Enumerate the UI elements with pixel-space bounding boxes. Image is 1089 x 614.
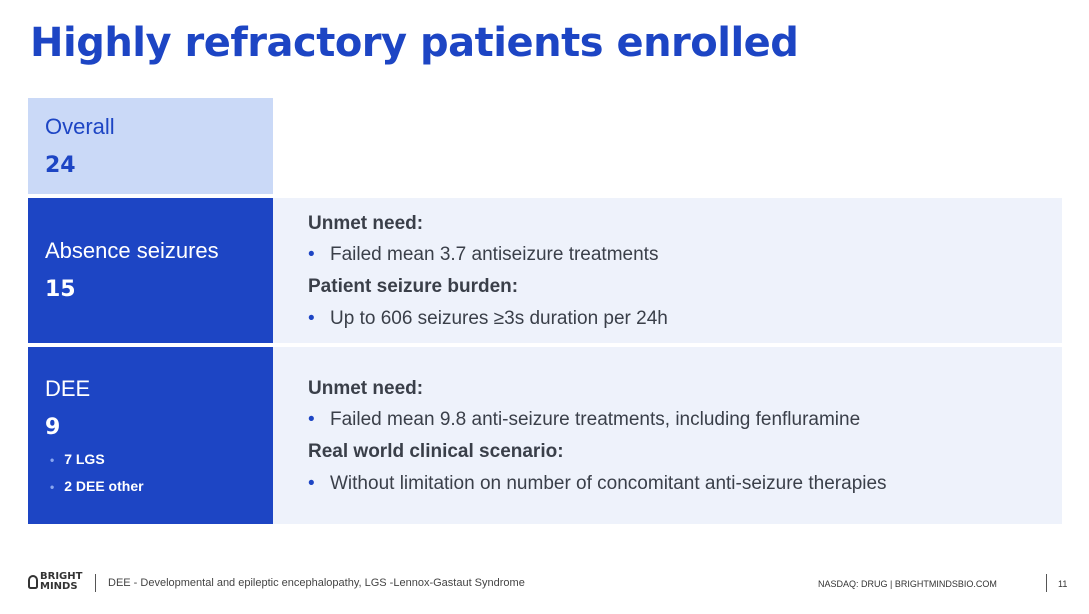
dee-sub-list: • 7 LGS • 2 DEE other xyxy=(50,449,144,503)
list-item: • 7 LGS xyxy=(50,451,105,467)
dee-details: Unmet need: • Failed mean 9.8 anti-seizur… xyxy=(273,347,1062,524)
dee-unmet-bullet: • Failed mean 9.8 anti-seizure treatments… xyxy=(308,409,860,431)
absence-label: Absence seizures xyxy=(45,238,219,263)
list-item: • 2 DEE other xyxy=(50,478,144,494)
bullet-icon: • xyxy=(308,308,315,329)
absence-unmet-bullet: • Failed mean 3.7 antiseizure treatments xyxy=(308,244,658,266)
bullet-icon: • xyxy=(50,453,55,467)
overall-label: Overall xyxy=(45,114,115,139)
dee-scenario-heading: Real world clinical scenario: xyxy=(308,441,564,462)
dee-count: 9 xyxy=(45,415,61,440)
absence-burden-text: Up to 606 seizures ≥3s duration per 24h xyxy=(330,308,668,329)
page-number: 11 xyxy=(1058,579,1068,589)
dee-scenario-bullet: • Without limitation on number of concomi… xyxy=(308,473,887,495)
absence-burden-bullet: • Up to 606 seizures ≥3s duration per 24h xyxy=(308,308,668,330)
absence-unmet-heading: Unmet need: xyxy=(308,213,424,234)
bullet-icon: • xyxy=(308,473,315,494)
bullet-icon: • xyxy=(308,244,315,265)
bullet-icon: • xyxy=(50,480,55,494)
dee-unmet-text: Failed mean 9.8 anti-seizure treatments,… xyxy=(330,409,861,430)
brightminds-logo: BRIGHT MINDS xyxy=(28,572,82,592)
footer-divider xyxy=(95,574,96,592)
dee-cell: DEE 9 • 7 LGS • 2 DEE other xyxy=(28,347,273,524)
absence-unmet-text: Failed mean 3.7 antiseizure treatments xyxy=(330,244,659,265)
absence-details: Unmet need: • Failed mean 3.7 antiseizure… xyxy=(273,198,1062,343)
lightbulb-icon xyxy=(28,575,38,589)
bullet-icon: • xyxy=(308,409,315,430)
absence-count: 15 xyxy=(45,277,76,302)
absence-burden-heading: Patient seizure burden: xyxy=(308,276,519,297)
overall-count: 24 xyxy=(45,153,76,178)
overall-cell: Overall 24 xyxy=(28,98,273,194)
page-title: Highly refractory patients enrolled xyxy=(30,20,799,66)
footer-divider xyxy=(1046,574,1047,592)
dee-unmet-heading: Unmet need: xyxy=(308,378,424,399)
dee-scenario-text: Without limitation on number of concomit… xyxy=(330,473,887,494)
footer-note: DEE - Developmental and epileptic enceph… xyxy=(108,577,525,589)
absence-cell: Absence seizures 15 xyxy=(28,198,273,343)
footer-company: NASDAQ: DRUG | BRIGHTMINDSBIO.COM xyxy=(818,579,997,589)
dee-label: DEE xyxy=(45,376,91,401)
